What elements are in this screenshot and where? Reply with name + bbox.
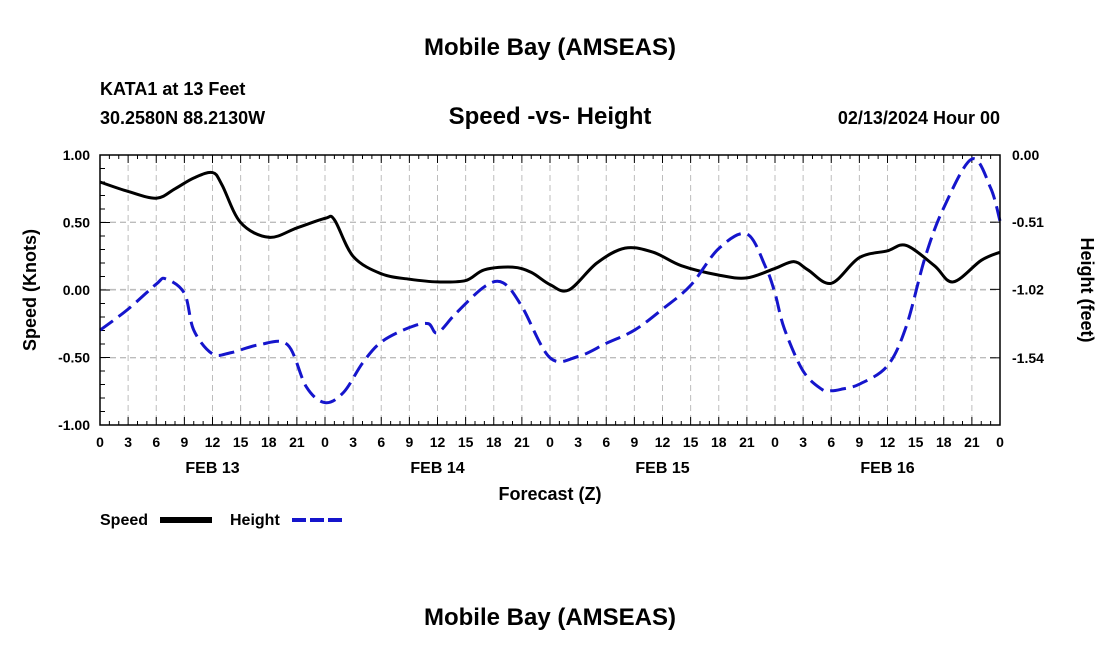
x-tick-label: 18 [261, 434, 277, 450]
x-tick-label: 18 [936, 434, 952, 450]
x-tick-label: 15 [233, 434, 249, 450]
x-tick-label: 6 [152, 434, 160, 450]
date-label: FEB 15 [635, 460, 689, 477]
x-tick-label: 9 [630, 434, 638, 450]
chart-title: Mobile Bay (AMSEAS) [424, 34, 676, 61]
x-tick-label: 3 [124, 434, 132, 450]
x-tick-label: 15 [908, 434, 924, 450]
y-tick-label: -0.50 [58, 350, 90, 366]
x-tick-label: 12 [880, 434, 896, 450]
footer-title: Mobile Bay (AMSEAS) [424, 604, 676, 631]
series-lines [99, 157, 1002, 405]
x-tick-label: 3 [799, 434, 807, 450]
y2-tick-label: -1.02 [1012, 281, 1044, 297]
run-time-label: 02/13/2024 Hour 00 [838, 108, 1000, 128]
date-label: FEB 16 [860, 460, 914, 477]
x-tick-label: 6 [827, 434, 835, 450]
y2-tick-label: 0.00 [1012, 147, 1039, 163]
x-tick-label: 0 [321, 434, 329, 450]
y2-tick-label: -0.51 [1012, 214, 1044, 230]
x-tick-label: 9 [855, 434, 863, 450]
x-tick-label: 9 [405, 434, 413, 450]
x-tick-label: 15 [458, 434, 474, 450]
date-label: FEB 14 [410, 460, 464, 477]
x-tick-label: 3 [349, 434, 357, 450]
x-tick-label: 12 [205, 434, 221, 450]
legend-height-label: Height [230, 512, 280, 529]
x-tick-label: 6 [377, 434, 385, 450]
x-tick-label: 15 [683, 434, 699, 450]
x-tick-label: 9 [180, 434, 188, 450]
x-tick-label: 0 [996, 434, 1004, 450]
x-tick-label: 0 [96, 434, 104, 450]
x-tick-label: 21 [514, 434, 530, 450]
x-tick-label: 0 [771, 434, 779, 450]
x-tick-label: 21 [289, 434, 305, 450]
x-tick-label: 21 [964, 434, 980, 450]
y-tick-label: -1.00 [58, 417, 90, 433]
legend-speed-label: Speed [100, 512, 148, 529]
x-tick-label: 21 [739, 434, 755, 450]
legend: Speed Height [100, 512, 342, 529]
axis-ticks: 0 3 6 9 12 15 18 21 0 3 6 9 12 15 18 21 0 3 6 9 12 15 18 21 0 3 6 9… [58, 147, 1044, 477]
y2-axis-label: Height (feet) [1077, 238, 1097, 343]
grid [100, 155, 1000, 425]
x-tick-label: 12 [430, 434, 446, 450]
station-label: KATA1 at 13 Feet [100, 79, 245, 99]
height-line [99, 157, 1002, 405]
y-tick-label: 1.00 [63, 147, 90, 163]
y2-tick-label: -1.54 [1012, 350, 1044, 366]
x-tick-label: 0 [546, 434, 554, 450]
x-tick-label: 18 [711, 434, 727, 450]
date-label: FEB 13 [185, 460, 239, 477]
x-tick-label: 6 [602, 434, 610, 450]
y-tick-label: 0.00 [63, 282, 90, 298]
plot-frame [99, 154, 1001, 426]
location-label: 30.2580N 88.2130W [100, 108, 265, 128]
x-tick-label: 18 [486, 434, 502, 450]
y-axis-label: Speed (Knots) [20, 229, 40, 351]
x-tick-label: 3 [574, 434, 582, 450]
speed-line [99, 170, 1001, 293]
y-tick-label: 0.50 [63, 215, 90, 231]
chart-subtitle: Speed -vs- Height [449, 103, 652, 130]
x-axis-label: Forecast (Z) [498, 484, 601, 504]
x-tick-label: 12 [655, 434, 671, 450]
